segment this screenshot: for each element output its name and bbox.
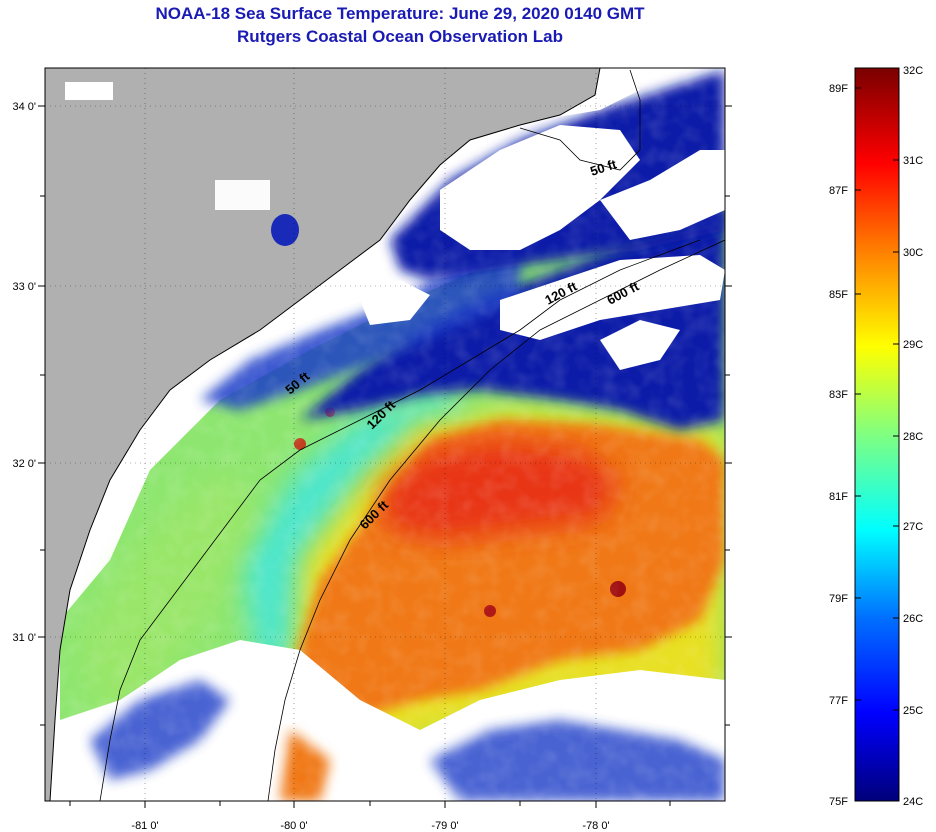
lat-label: 31 0' (12, 632, 36, 644)
colorbar-c-label: 24C (903, 796, 923, 808)
contour-120ft (99, 239, 701, 801)
lon-label: -81 0' (131, 820, 158, 832)
colorbar (854, 67, 900, 802)
map-border (44, 67, 726, 802)
lat-label: 34 0' (12, 101, 36, 113)
colorbar-f-label: 79F (829, 593, 848, 605)
colorbar-c-label: 25C (903, 705, 923, 717)
colorbar-f-label: 85F (829, 289, 848, 301)
colorbar-f-label: 87F (829, 185, 848, 197)
colorbar-c-label: 28C (903, 431, 923, 443)
colorbar-f-label: 81F (829, 491, 848, 503)
colorbar-c-label: 27C (903, 521, 923, 533)
colorbar-f-label: 89F (829, 83, 848, 95)
colorbar-c-label: 31C (903, 155, 923, 167)
axis-ticks (38, 105, 732, 808)
lon-label: -79 0' (431, 820, 458, 832)
contour-50ft (519, 69, 641, 171)
graticule (45, 68, 725, 801)
chart-subtitle: Rutgers Coastal Ocean Observation Lab (237, 27, 563, 46)
colorbar-f-label: 77F (829, 695, 848, 707)
lat-label: 33 0' (12, 281, 36, 293)
lon-label: -78 0' (582, 820, 609, 832)
colorbar-c-label: 26C (903, 613, 923, 625)
lon-label: -80 0' (280, 820, 307, 832)
chart-title: NOAA-18 Sea Surface Temperature: June 29… (155, 4, 645, 23)
lat-label: 32 0' (12, 458, 36, 470)
map-image (45, 68, 725, 801)
colorbar-f-label: 75F (829, 796, 848, 808)
colorbar-ticks (855, 87, 899, 711)
colorbar-c-label: 32C (903, 65, 923, 77)
colorbar-c-label: 30C (903, 247, 923, 259)
colorbar-f-label: 83F (829, 389, 848, 401)
coastline (49, 68, 601, 801)
land (45, 68, 600, 801)
colorbar-c-label: 29C (903, 339, 923, 351)
contour-600ft (267, 239, 725, 801)
